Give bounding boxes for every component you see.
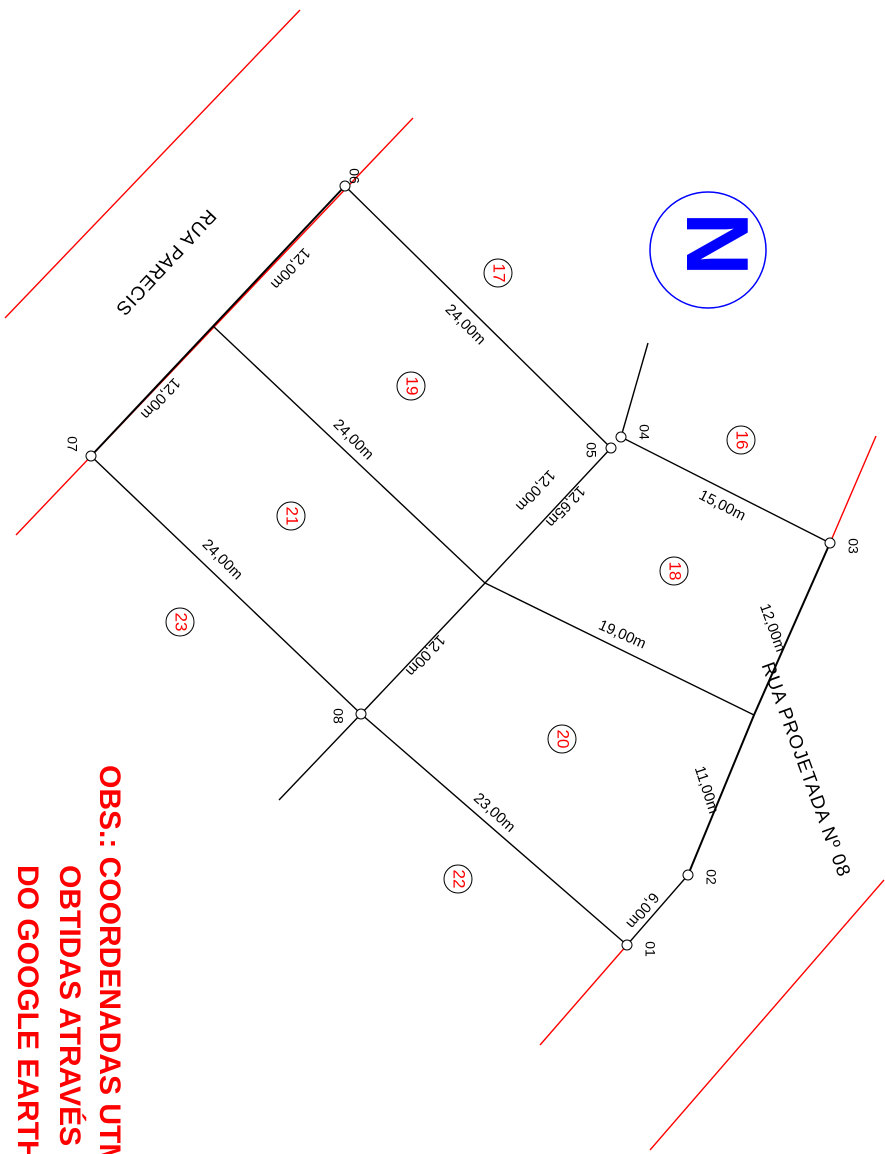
dimension: 12,00m: [267, 244, 314, 292]
dimension: 12,00m: [756, 601, 789, 654]
note-line: DO GOOGLE EARTH: [11, 865, 44, 1154]
dimension: 12,00m: [402, 631, 449, 679]
lot-number: 18: [666, 562, 685, 581]
point-label: 03: [845, 538, 861, 554]
lot-number: 23: [172, 613, 191, 632]
dimension: 24,00m: [199, 536, 246, 583]
point-label: 04: [636, 424, 652, 440]
point-markers: [85, 180, 836, 951]
dimension: 23,00m: [470, 790, 519, 836]
point-label: 02: [703, 869, 719, 885]
north-circle: [649, 191, 767, 309]
note-line: OBS.: COORDENADAS UTM: [93, 765, 126, 1154]
note-line: OBTIDAS ATRAVÉS: [53, 865, 87, 1146]
street-edges: [4, 9, 885, 1151]
north-label: N: [668, 212, 767, 276]
street-name: RUA PARECIS: [111, 205, 220, 320]
lot-number: 19: [403, 377, 422, 396]
point-label: 05: [583, 442, 599, 458]
point-label: 06: [346, 168, 362, 184]
lot-circles: [165, 258, 756, 894]
lot-number: 17: [490, 264, 509, 283]
dimension: 24,00m: [442, 301, 489, 348]
dimension: 24,00m: [330, 416, 377, 463]
street-name: RUA PROJETADA Nº 08: [757, 659, 854, 880]
point-label: 08: [330, 708, 346, 724]
lot-number: 20: [554, 730, 573, 749]
dimension: 11,00m: [691, 764, 722, 816]
lot-number: 16: [733, 431, 752, 450]
lot-lines: [90, 185, 831, 946]
dimension: 19,00m: [596, 617, 649, 653]
point-label: 01: [642, 941, 658, 957]
dimension: 12,00m: [512, 466, 559, 514]
lot-number: 21: [283, 507, 302, 526]
lot-number: 22: [450, 870, 469, 889]
dimension: 15,00m: [696, 487, 748, 525]
point-label: 07: [64, 436, 80, 452]
